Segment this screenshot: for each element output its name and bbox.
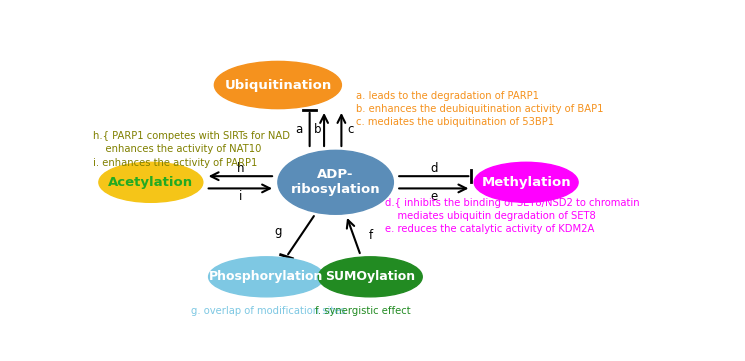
Ellipse shape (209, 257, 324, 297)
Text: enhances the activity of NAT10: enhances the activity of NAT10 (93, 144, 261, 154)
Text: b: b (314, 123, 321, 136)
Text: ADP-
ribosylation: ADP- ribosylation (291, 168, 381, 196)
Text: e. reduces the catalytic activity of KDM2A: e. reduces the catalytic activity of KDM… (384, 224, 594, 234)
Ellipse shape (278, 150, 393, 214)
Text: h.{ PARP1 competes with SIRTs for NAD: h.{ PARP1 competes with SIRTs for NAD (93, 131, 290, 141)
Text: d.{ inhibits the binding of SET8/NSD2 to chromatin: d.{ inhibits the binding of SET8/NSD2 to… (384, 197, 639, 208)
Ellipse shape (474, 162, 578, 202)
Ellipse shape (215, 61, 341, 109)
Text: i: i (238, 190, 242, 203)
Text: a. leads to the degradation of PARP1: a. leads to the degradation of PARP1 (356, 91, 539, 101)
Text: f. synergistic effect: f. synergistic effect (315, 306, 411, 316)
Text: g. overlap of modification sites: g. overlap of modification sites (191, 306, 346, 316)
Text: a: a (296, 123, 303, 136)
Text: Ubiquitination: Ubiquitination (224, 78, 332, 92)
Text: mediates ubiquitin degradation of SET8: mediates ubiquitin degradation of SET8 (384, 211, 595, 221)
Text: c. mediates the ubiquitination of 53BP1: c. mediates the ubiquitination of 53BP1 (356, 117, 554, 127)
Text: Acetylation: Acetylation (108, 176, 194, 189)
Text: h: h (237, 162, 244, 175)
Ellipse shape (318, 257, 422, 297)
Ellipse shape (99, 162, 203, 202)
Text: f: f (369, 229, 372, 242)
Text: e: e (430, 190, 437, 203)
Text: Phosphorylation: Phosphorylation (209, 270, 323, 283)
Text: d: d (430, 162, 437, 175)
Text: g: g (274, 225, 282, 238)
Text: Methylation: Methylation (481, 176, 571, 189)
Text: b. enhances the deubiquitination activity of BAP1: b. enhances the deubiquitination activit… (356, 104, 603, 114)
Text: i. enhances the activity of PARP1: i. enhances the activity of PARP1 (93, 157, 258, 168)
Text: c: c (347, 123, 354, 136)
Text: SUMOylation: SUMOylation (326, 270, 415, 283)
